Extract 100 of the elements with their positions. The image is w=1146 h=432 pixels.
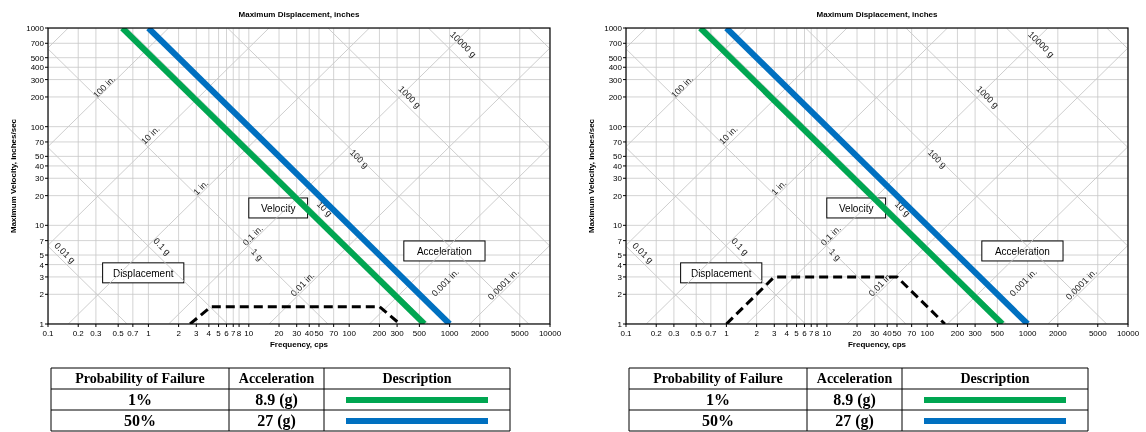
y-axis-title: Maximum Velocity, inches/sec — [9, 118, 18, 234]
x-tick-label: 5 — [794, 329, 800, 338]
y-tick-label: 2 — [617, 290, 623, 300]
annotation: Velocity — [260, 202, 296, 214]
x-tick-label: 40 — [304, 329, 315, 338]
x-tick-label: 4 — [784, 329, 790, 338]
x-tick-label: 100 — [920, 329, 935, 338]
x-tick-label: 10000 — [1116, 329, 1140, 338]
x-tick-label: 30 — [870, 329, 880, 338]
annotation: 0.1 g — [151, 235, 173, 258]
x-tick-label: 0.2 — [72, 329, 85, 338]
annotation: 10 in. — [717, 123, 740, 147]
x-axis-title: Frequency, cps — [269, 340, 329, 349]
y-tick-label: 4 — [39, 260, 45, 270]
x-tick-label: 0.2 — [650, 329, 663, 338]
x-tick-label: 6 — [224, 329, 230, 338]
y-tick-label: 40 — [613, 161, 623, 171]
x-tick-label: 10 — [244, 329, 254, 338]
x-tick-label: 1000 — [1018, 329, 1038, 338]
x-tick-label: 20 — [852, 329, 863, 338]
annotation: Acceleration — [994, 245, 1050, 257]
x-tick-label: 0.3 — [668, 329, 681, 338]
x-tick-label: 8 — [236, 329, 242, 338]
y-tick-label: 500 — [30, 53, 45, 63]
x-tick-label: 5000 — [1088, 329, 1108, 338]
x-tick-label: 200 — [372, 329, 387, 338]
text: 1% — [706, 391, 730, 408]
text: 27 (g) — [257, 412, 296, 430]
x-tick-label: 2 — [754, 329, 760, 338]
y-tick-label: 50 — [613, 152, 623, 162]
y-tick-label: 3 — [39, 272, 45, 282]
y-tick-label: 20 — [613, 191, 623, 201]
annotation: 1 g — [827, 246, 843, 263]
y-tick-label: 200 — [30, 92, 45, 102]
x-tick-label: 1 — [724, 329, 730, 338]
x-tick-label: 2000 — [1048, 329, 1068, 338]
annotation: 1 in. — [191, 177, 211, 198]
x-tick-label: 40 — [882, 329, 893, 338]
x-tick-label: 50 — [314, 329, 324, 338]
y-tick-label: 200 — [608, 92, 623, 102]
x-tick-label: 2000 — [470, 329, 490, 338]
annotation: 100 g — [347, 147, 371, 171]
y-tick-label: 700 — [608, 39, 623, 49]
y-tick-label: 7 — [617, 236, 623, 246]
text: 1% — [128, 391, 152, 408]
y-tick-label: 300 — [30, 75, 45, 85]
y-tick-label: 30 — [613, 174, 623, 184]
y-tick-label: 40 — [35, 161, 45, 171]
y-tick-label: 100 — [30, 122, 45, 132]
annotation: 0.1 in. — [240, 223, 265, 248]
y-tick-label: 100 — [608, 122, 623, 132]
x-tick-label: 1000 — [440, 329, 460, 338]
y-tick-label: 20 — [35, 191, 45, 201]
y-tick-label: 500 — [608, 53, 623, 63]
annotation: Displacement — [112, 267, 174, 279]
y-tick-label: 4 — [617, 260, 623, 270]
x-tick-label: 300 — [390, 329, 405, 338]
annotation: 0.1 in. — [818, 223, 843, 248]
x-tick-label: 2 — [176, 329, 182, 338]
x-tick-label: 0.1 — [42, 329, 55, 338]
annotation: 0.01 g — [630, 240, 656, 266]
x-tick-label: 0.5 — [690, 329, 703, 338]
x-tick-label: 10 — [822, 329, 832, 338]
annotation: Displacement — [690, 267, 752, 279]
y-tick-label: 7 — [39, 236, 45, 246]
x-tick-label: 4 — [206, 329, 212, 338]
y-tick-label: 1000 — [604, 24, 623, 33]
y-tick-label: 10 — [35, 221, 45, 231]
x-tick-label: 70 — [907, 329, 917, 338]
x-tick-label: 3 — [194, 329, 200, 338]
x-tick-label: 7 — [809, 329, 815, 338]
x-tick-label: 20 — [274, 329, 285, 338]
text: Probability of Failure — [653, 371, 783, 386]
text: 50% — [124, 412, 156, 429]
annotation: 100 in. — [91, 73, 118, 101]
y-tick-label: 1 — [39, 320, 45, 329]
y-tick-label: 3 — [617, 272, 623, 282]
x-tick-label: 300 — [968, 329, 983, 338]
y-tick-label: 700 — [30, 39, 45, 49]
text: Acceleration — [238, 371, 315, 386]
x-tick-label: 1 — [146, 329, 152, 338]
x-tick-label: 500 — [412, 329, 427, 338]
annotation: 0.1 g — [729, 235, 751, 258]
x-tick-label: 0.7 — [127, 329, 139, 338]
y-tick-label: 5 — [39, 251, 45, 261]
text: 8.9 (g) — [255, 391, 298, 409]
annotation: 10 in. — [139, 123, 162, 147]
y-tick-label: 300 — [608, 75, 623, 85]
text: Acceleration — [816, 371, 893, 386]
x-tick-label: 8 — [814, 329, 820, 338]
x-tick-label: 10000 — [538, 329, 562, 338]
text: Description — [960, 371, 1030, 386]
y-tick-label: 400 — [608, 63, 623, 73]
text: 27 (g) — [835, 412, 874, 430]
x-tick-label: 200 — [950, 329, 965, 338]
annotation: 1 in. — [769, 177, 789, 198]
y-tick-label: 5 — [617, 251, 623, 261]
annotation: 100 g — [925, 147, 949, 171]
x-tick-label: 0.5 — [112, 329, 125, 338]
annotation: Acceleration — [416, 245, 472, 257]
